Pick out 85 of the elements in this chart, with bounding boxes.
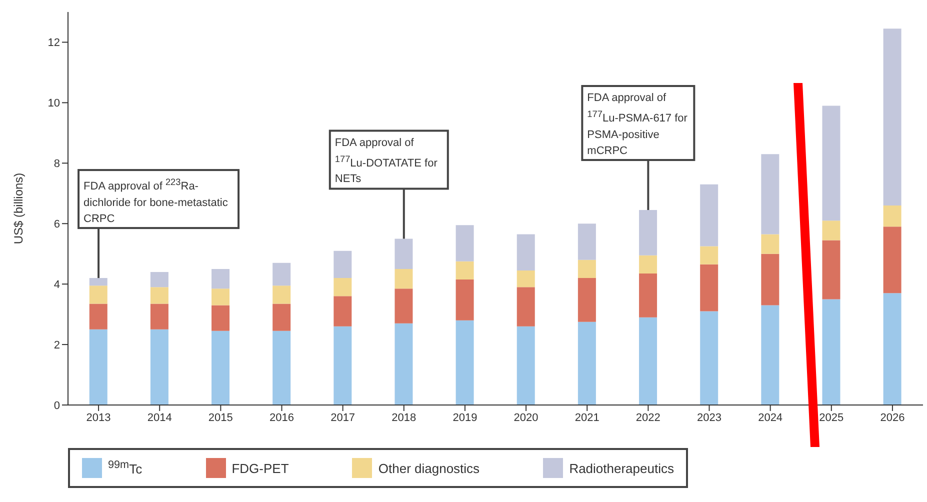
bar <box>334 278 352 296</box>
bar <box>394 268 413 289</box>
bar <box>334 250 352 278</box>
x-tick-label: 2024 <box>758 412 783 424</box>
bar <box>334 296 352 326</box>
bar <box>822 299 840 405</box>
bar <box>456 320 474 405</box>
bar <box>822 220 840 240</box>
bar <box>700 264 718 312</box>
annotation: FDA approval of $^{177}$Lu-DOTATATE for NETs <box>334 136 438 188</box>
bar <box>700 246 718 264</box>
x-tick-label: 2026 <box>880 412 905 424</box>
y-tick-label: 0 <box>54 400 60 412</box>
bar <box>150 304 168 330</box>
x-tick-label: 2015 <box>208 412 233 424</box>
bar <box>89 329 108 405</box>
bar <box>150 287 168 304</box>
bar <box>516 287 535 326</box>
bar <box>456 225 474 262</box>
bar <box>212 268 230 289</box>
bar <box>212 288 230 306</box>
legend-label: Radiotherapeutics <box>569 460 674 476</box>
bar <box>150 329 168 405</box>
annotation: FDA approval of $^{177}$Lu-PSMA-617 for PSMA-positive mCRPC <box>587 91 688 159</box>
x-tick-label: 2021 <box>574 412 600 424</box>
bar <box>394 238 413 269</box>
bar <box>639 255 658 274</box>
x-tick-label: 2013 <box>86 412 111 424</box>
bar <box>578 224 596 260</box>
x-tick-label: 2016 <box>270 412 294 424</box>
bar <box>578 278 596 322</box>
y-axis-title: US$ (billions) <box>11 172 26 244</box>
bar <box>272 286 291 304</box>
y-tick-label: 4 <box>54 278 60 291</box>
x-tick-label: 2020 <box>514 412 538 424</box>
bar <box>883 293 902 405</box>
bar <box>150 272 168 288</box>
bar <box>578 322 596 405</box>
bar <box>639 317 658 405</box>
bar <box>761 305 780 405</box>
bar <box>883 28 902 206</box>
x-tick-label: 2019 <box>452 412 478 424</box>
bar <box>456 280 474 320</box>
bar <box>700 311 718 405</box>
bar <box>516 270 535 288</box>
x-tick-label: 2022 <box>636 412 660 424</box>
bar <box>212 305 230 331</box>
bar <box>516 234 535 270</box>
annotation: FDA approval of $^{223}$Ra-dichloride for bone-metastatic CRPC <box>84 176 229 227</box>
bar <box>578 260 596 278</box>
y-tick-label: 2 <box>54 339 60 352</box>
x-tick-label: 2017 <box>330 412 356 424</box>
legend-label: $^{99m}$Tc <box>108 459 142 477</box>
bar <box>334 326 352 405</box>
bar <box>456 261 474 280</box>
x-tick-label: 2018 <box>392 412 416 424</box>
x-tick-label: 2025 <box>819 412 844 424</box>
y-tick-label: 10 <box>48 98 60 110</box>
bar <box>89 304 108 330</box>
legend-label: FDG-PET <box>232 460 289 476</box>
bar <box>883 205 902 227</box>
bar <box>761 254 780 306</box>
bar <box>822 106 840 221</box>
bar <box>212 330 230 405</box>
bar <box>883 226 902 294</box>
bar <box>272 304 291 331</box>
bar <box>822 240 840 300</box>
bar <box>394 323 413 405</box>
y-tick-label: 6 <box>54 218 60 231</box>
bar <box>394 288 413 324</box>
bar <box>700 184 718 246</box>
x-tick-label: 2014 <box>147 412 172 424</box>
bar <box>516 326 535 405</box>
legend-label: Other diagnostics <box>378 460 480 476</box>
bar <box>89 286 108 304</box>
bar <box>639 210 658 256</box>
bar <box>761 234 780 254</box>
y-tick-label: 8 <box>54 158 60 170</box>
x-tick-label: 2023 <box>697 412 722 424</box>
bar <box>272 330 291 405</box>
bar <box>89 278 108 286</box>
bar <box>272 262 291 286</box>
y-tick-label: 12 <box>48 37 60 50</box>
bar <box>639 273 658 318</box>
bar <box>761 154 780 234</box>
